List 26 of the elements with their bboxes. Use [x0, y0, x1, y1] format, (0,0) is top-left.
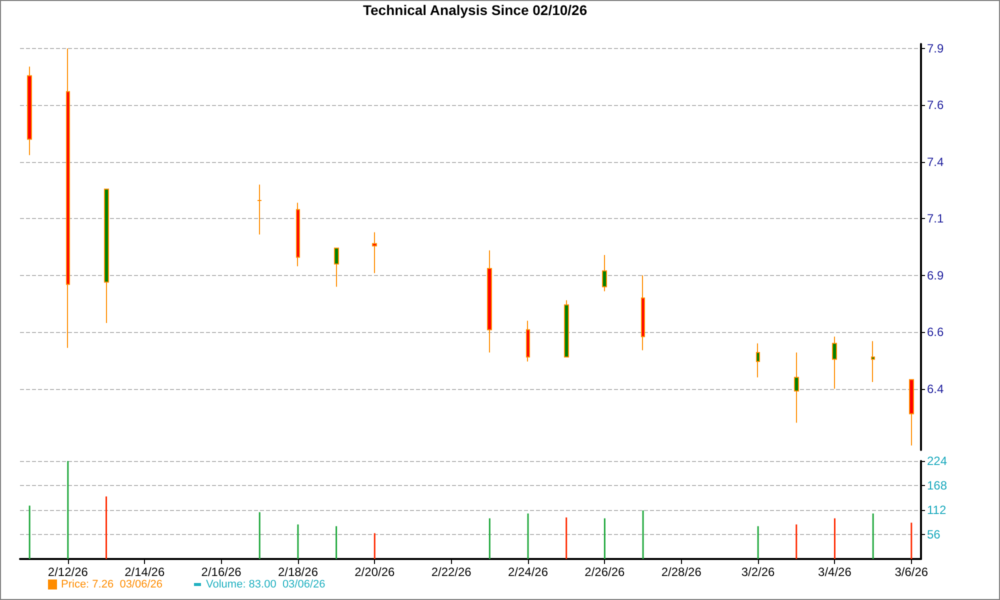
y-tick-label: 7.4 — [927, 154, 944, 169]
x-tick-label: 3/2/26 — [741, 565, 776, 579]
y-tick-label: 7.6 — [927, 98, 944, 112]
y-tick-label: 7.9 — [927, 42, 944, 56]
text: Volume: 83.00 03/06/26 — [206, 578, 326, 590]
y-tick-label: 6.6 — [927, 325, 944, 340]
y-tick-label: 6.4 — [927, 382, 944, 396]
x-tick-label: 2/24/26 — [508, 565, 548, 579]
chart-title: Technical Analysis Since 02/10/26 — [363, 2, 588, 18]
x-tick-label: 2/14/26 — [124, 565, 165, 579]
x-tick-label: 2/16/26 — [201, 565, 242, 579]
x-tick-label: 2/28/26 — [661, 565, 702, 579]
x-tick-label: 2/12/26 — [48, 565, 88, 579]
x-tick-label: 3/4/26 — [818, 565, 852, 579]
y-tick-label: 56 — [927, 528, 941, 542]
x-tick-label: 2/22/26 — [431, 565, 472, 579]
x-tick-label: 2/18/26 — [278, 565, 318, 579]
legend-label: Price: 7.26 03/06/26 — [61, 578, 163, 590]
y-tick-label: 224 — [927, 454, 948, 468]
x-tick-label: 3/6/26 — [894, 565, 928, 579]
x-tick-label: 2/20/26 — [354, 565, 395, 579]
y-tick-label: 168 — [927, 478, 948, 492]
x-tick-label: 2/26/26 — [584, 565, 626, 579]
y-tick-label: 112 — [927, 503, 946, 517]
y-tick-label: 7.1 — [927, 212, 944, 226]
y-tick-label: 6.9 — [927, 268, 944, 282]
